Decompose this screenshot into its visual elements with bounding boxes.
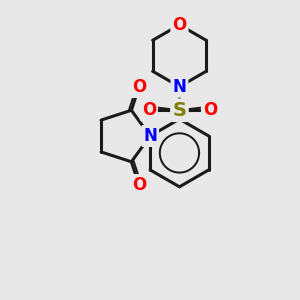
Text: S: S — [172, 101, 186, 120]
Text: N: N — [172, 78, 186, 96]
Text: O: O — [132, 78, 146, 96]
Text: O: O — [203, 101, 217, 119]
Text: N: N — [143, 127, 157, 145]
Text: O: O — [132, 176, 146, 194]
Text: O: O — [142, 101, 156, 119]
Text: O: O — [172, 16, 187, 34]
